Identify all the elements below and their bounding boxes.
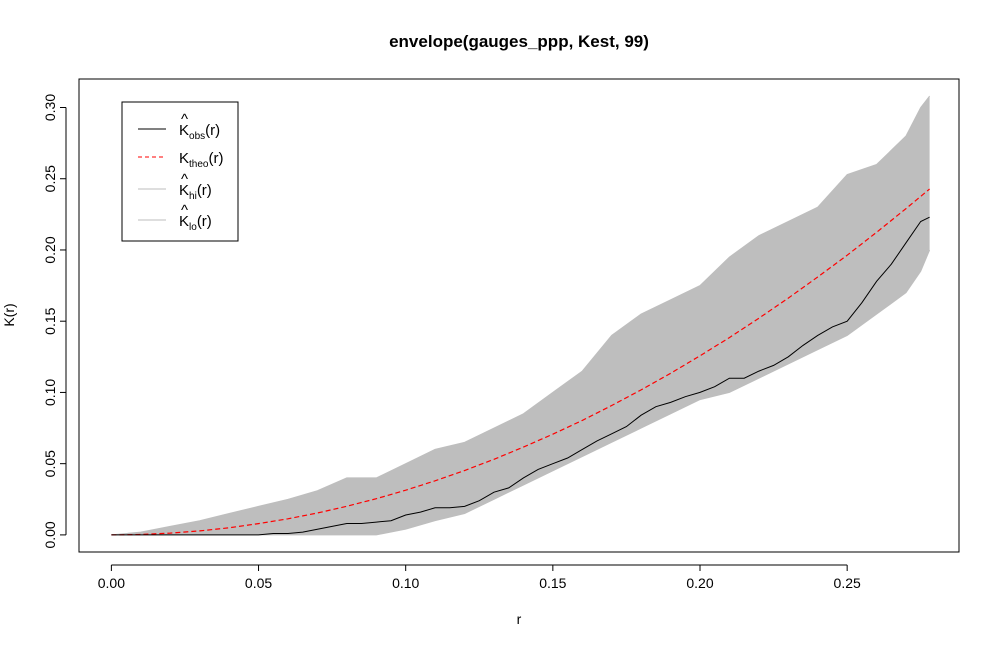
y-tick-label: 0.05 xyxy=(42,450,58,477)
y-tick-label: 0.30 xyxy=(42,94,58,121)
legend-hat: ^ xyxy=(181,171,188,188)
legend-label: Klo(r) xyxy=(179,213,212,233)
legend-item-obs: Kobs(r)^ xyxy=(138,111,220,142)
chart-title: envelope(gauges_ppp, Kest, 99) xyxy=(389,32,649,51)
y-tick-label: 0.10 xyxy=(42,379,58,406)
legend-label: Kobs(r) xyxy=(179,122,220,142)
series-hi-line xyxy=(111,95,930,536)
series-obs-line xyxy=(111,216,930,536)
x-tick-label: 0.00 xyxy=(98,575,125,591)
x-axis: 0.00 0.05 0.10 0.15 0.20 0.25 xyxy=(98,564,861,591)
legend-item-lo: Klo(r)^ xyxy=(138,202,212,233)
series-theo-line xyxy=(111,188,930,536)
legend: Kobs(r)^Ktheo(r)Khi(r)^Klo(r)^ xyxy=(121,101,239,242)
plot-area xyxy=(111,95,931,536)
x-axis-label: r xyxy=(517,611,522,627)
y-tick-label: 0.25 xyxy=(42,165,58,192)
legend-label: Khi(r) xyxy=(179,182,212,202)
legend-item-theo: Ktheo(r) xyxy=(138,150,223,170)
legend-item-hi: Khi(r)^ xyxy=(138,171,212,202)
legend-box xyxy=(121,101,239,242)
y-axis-label: K(r) xyxy=(1,303,17,326)
legend-label: Ktheo(r) xyxy=(179,150,223,170)
legend-hat: ^ xyxy=(181,202,188,219)
x-tick-label: 0.15 xyxy=(539,575,566,591)
plot-frame xyxy=(78,78,960,553)
y-axis: 0.00 0.05 0.10 0.15 0.20 0.25 0.30 xyxy=(42,94,67,549)
x-tick-label: 0.25 xyxy=(834,575,861,591)
y-tick-label: 0.00 xyxy=(42,521,58,548)
envelope-band xyxy=(111,96,930,535)
y-tick-label: 0.15 xyxy=(42,307,58,334)
x-tick-label: 0.05 xyxy=(245,575,272,591)
legend-hat: ^ xyxy=(181,111,188,128)
x-tick-label: 0.20 xyxy=(686,575,713,591)
x-tick-label: 0.10 xyxy=(392,575,419,591)
y-tick-label: 0.20 xyxy=(42,236,58,263)
